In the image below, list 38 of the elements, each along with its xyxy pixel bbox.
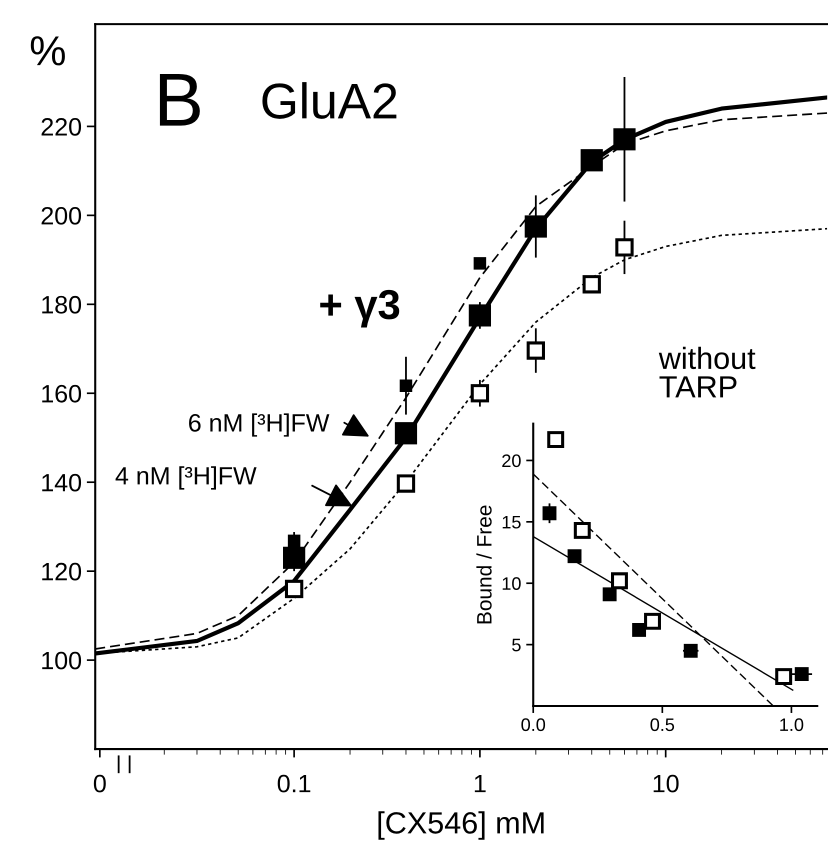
point bbox=[775, 668, 792, 686]
x-tick-label: 1.0 bbox=[780, 718, 804, 732]
y-tick-label: 180 bbox=[42, 296, 82, 314]
x-tick-label: 0.0 bbox=[521, 718, 546, 732]
annotation: 4 nM [³H]FW bbox=[116, 466, 257, 490]
annotation: without TARP bbox=[658, 346, 756, 398]
annotation: B bbox=[160, 74, 200, 126]
x-tick-label: 0.1 bbox=[278, 774, 310, 792]
x-axis-title: [CX546] mM bbox=[378, 811, 544, 840]
x-tick-label: 10 bbox=[654, 774, 679, 792]
y-tick-label: 20 bbox=[502, 454, 521, 468]
annotation: 6 nM [³H]FW bbox=[189, 413, 330, 437]
x-tick-label: 1 bbox=[474, 774, 486, 792]
annotation: + γ3 bbox=[320, 290, 400, 328]
y-tick-label: 140 bbox=[42, 474, 82, 492]
point bbox=[644, 612, 661, 630]
y-tick-label: 15 bbox=[502, 516, 521, 529]
y-tick-label: 5 bbox=[512, 638, 521, 652]
y-tick-label: 10 bbox=[502, 577, 521, 590]
point bbox=[794, 667, 809, 682]
y-tick-label: 200 bbox=[42, 206, 82, 225]
point bbox=[568, 549, 582, 564]
point bbox=[610, 572, 628, 590]
point bbox=[632, 622, 646, 637]
x-tick-label: 0.5 bbox=[650, 718, 674, 732]
annotation: GluA2 bbox=[262, 82, 396, 119]
y-tick-label: 100 bbox=[42, 652, 82, 670]
point bbox=[684, 644, 698, 658]
y-tick-label: 160 bbox=[42, 384, 82, 403]
y-tick-label: 120 bbox=[42, 562, 82, 580]
point bbox=[602, 587, 617, 602]
point bbox=[547, 431, 564, 448]
point bbox=[542, 506, 556, 520]
x-tick-label: 0 bbox=[94, 774, 106, 792]
y-tick-label: 220 bbox=[42, 118, 82, 136]
y-axis-title: Bound / Free bbox=[476, 506, 492, 624]
y-axis-title: % bbox=[30, 36, 65, 66]
point bbox=[574, 522, 591, 539]
